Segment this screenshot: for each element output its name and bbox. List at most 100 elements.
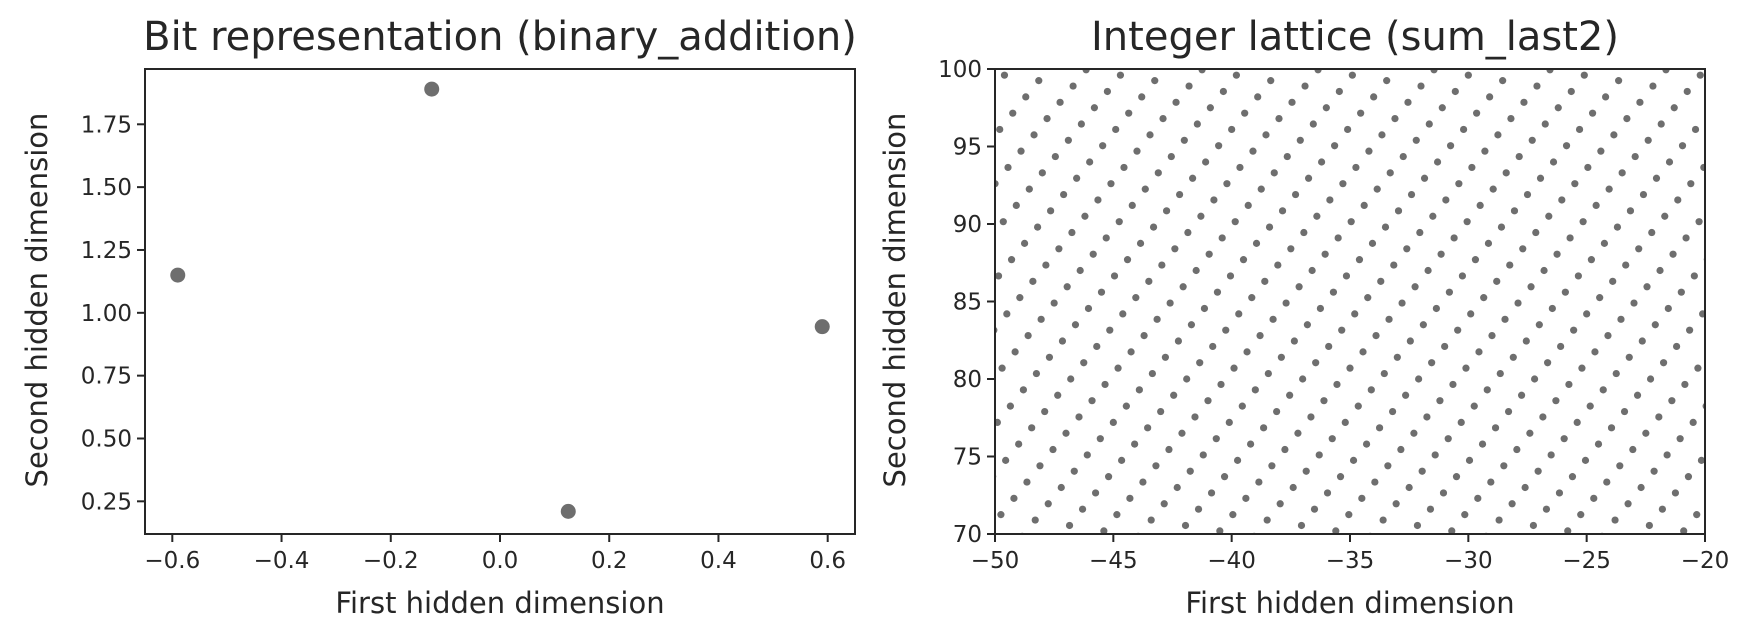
lattice-point — [1718, 93, 1725, 100]
lattice-point — [1393, 353, 1401, 361]
lattice-point — [1267, 77, 1275, 85]
lattice-point — [1638, 337, 1646, 345]
lattice-point — [1458, 272, 1467, 280]
axis-ticks: −0.6 −0.4 −0.2 0.0 0.2 0.4 0.6 0.25 0.50 0.75 1.00… — [81, 112, 846, 574]
y-tick-label: 1.75 — [81, 112, 132, 138]
lattice-point — [1384, 462, 1392, 470]
lattice-point — [1462, 364, 1470, 372]
lattice-point — [1280, 61, 1287, 68]
lattice-point — [1216, 527, 1224, 534]
lattice-point — [1136, 239, 1145, 247]
lattice-point — [1089, 250, 1097, 258]
lattice-point — [1193, 120, 1201, 128]
lattice-point — [1473, 109, 1481, 117]
lattice-point — [1094, 196, 1102, 204]
lattice-point — [1058, 337, 1067, 345]
lattice-point — [1396, 61, 1403, 68]
lattice-point — [1030, 131, 1038, 139]
lattice-point — [1255, 478, 1263, 486]
lattice-point — [1325, 342, 1333, 351]
lattice-point — [1165, 445, 1173, 454]
lattice-point — [1687, 180, 1695, 188]
lattice-point — [1652, 174, 1661, 182]
lattice-point — [1646, 375, 1655, 383]
lattice-point — [1596, 294, 1604, 302]
lattice-point — [1474, 494, 1482, 502]
lattice-point — [1162, 207, 1171, 215]
chart-title: Bit representation (binary_addition) — [143, 14, 857, 60]
lattice-point — [1316, 304, 1325, 313]
lattice-point — [1219, 87, 1227, 96]
lattice-point — [1437, 250, 1445, 258]
y-tick-label: 95 — [953, 135, 982, 161]
lattice-point — [1256, 332, 1264, 340]
lattice-point — [1613, 223, 1622, 231]
lattice-point — [1020, 239, 1029, 247]
lattice-point — [1348, 71, 1356, 79]
lattice-point — [1454, 326, 1462, 334]
lattice-point — [1536, 174, 1545, 182]
lattice-point — [1389, 407, 1397, 416]
lattice-point — [1358, 494, 1366, 502]
lattice-point — [1055, 245, 1063, 253]
lattice-point — [1205, 250, 1213, 258]
x-tick-label: −30 — [1444, 548, 1493, 574]
lattice-point — [1056, 98, 1064, 106]
lattice-point — [1125, 109, 1133, 117]
lattice-point — [1380, 369, 1388, 378]
lattice-point — [1615, 77, 1623, 85]
lattice-point — [1720, 332, 1727, 339]
y-axis-label: Second hidden dimension — [20, 113, 54, 488]
lattice-point — [1191, 413, 1199, 421]
lattice-point — [1397, 445, 1405, 454]
lattice-point — [1464, 71, 1472, 79]
lattice-point — [1303, 321, 1311, 329]
lattice-point — [1562, 142, 1571, 150]
lattice-point — [1064, 136, 1072, 144]
lattice-point — [1209, 342, 1217, 351]
lattice-point — [1591, 348, 1599, 356]
lattice-point — [1236, 163, 1244, 172]
lattice-point — [1571, 180, 1579, 188]
lattice-point — [1109, 418, 1117, 426]
lattice-point — [1323, 489, 1332, 497]
lattice-point — [1684, 473, 1693, 481]
lattice-point — [1378, 131, 1386, 139]
lattice-point — [1495, 516, 1503, 524]
lattice-point — [1425, 120, 1433, 128]
lattice-point — [1515, 152, 1523, 161]
lattice-point — [1036, 462, 1044, 470]
lattice-point — [1043, 115, 1051, 123]
lattice-point — [1080, 359, 1088, 367]
x-tick-label: 0.0 — [482, 548, 519, 574]
lattice-point — [1265, 223, 1274, 231]
lattice-point — [1105, 473, 1113, 481]
lattice-point — [1349, 456, 1358, 464]
lattice-point — [1700, 163, 1705, 172]
lattice-point — [1494, 131, 1502, 139]
lattice-point — [1202, 158, 1210, 166]
lattice-point — [1037, 315, 1045, 323]
lattice-point — [1166, 299, 1174, 307]
lattice-point — [1096, 435, 1104, 443]
lattice-point — [1135, 386, 1143, 394]
lattice-point — [1574, 272, 1582, 280]
lattice-point — [987, 234, 994, 241]
lattice-point — [1489, 185, 1497, 193]
lattice-point — [1377, 277, 1385, 285]
lattice-point — [1517, 391, 1526, 399]
lattice-point — [1173, 483, 1181, 492]
lattice-point — [1531, 375, 1539, 383]
lattice-point — [1345, 511, 1353, 519]
lattice-point — [1151, 77, 1159, 85]
lattice-point — [978, 196, 985, 203]
lattice-point — [1355, 256, 1364, 264]
lattice-point — [1115, 218, 1123, 226]
lattice-point — [1313, 212, 1321, 220]
lattice-point — [1226, 272, 1235, 280]
lattice-point — [1282, 299, 1290, 307]
lattice-point — [1642, 429, 1650, 437]
lattice-point — [1719, 478, 1726, 485]
lattice-point — [1181, 521, 1190, 530]
lattice-point — [1520, 98, 1528, 106]
